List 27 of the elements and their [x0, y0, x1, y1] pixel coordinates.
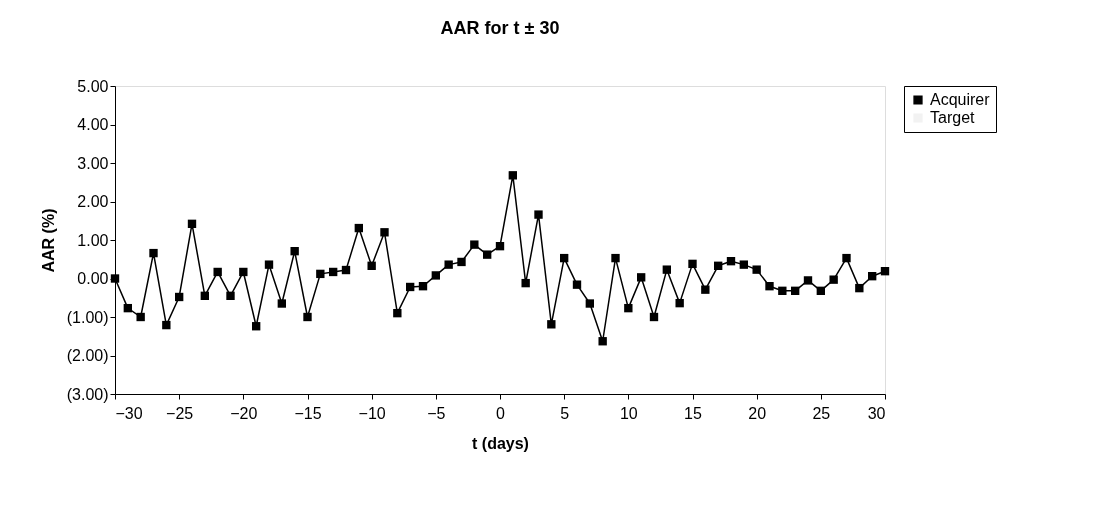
- x-axis-title: t (days): [472, 434, 529, 452]
- y-tick-label: 1.00: [77, 231, 109, 249]
- x-tick-label: 5: [560, 404, 570, 422]
- x-tick-label: 20: [748, 404, 767, 422]
- y-tick-label: 3.00: [77, 154, 109, 172]
- y-tick-label: 4.00: [77, 116, 109, 133]
- x-tick-label: −25: [166, 404, 194, 422]
- x-tick-label: −5: [427, 404, 446, 422]
- y-tick-label: (1.00): [66, 308, 109, 326]
- x-tick-label: −30: [115, 404, 143, 422]
- y-tick-label: 2.00: [77, 193, 109, 210]
- legend-label: Target: [930, 109, 976, 126]
- legend-label: Acquirer: [930, 91, 991, 108]
- x-tick-label: −10: [358, 404, 386, 422]
- x-tick-label: 15: [684, 404, 702, 422]
- y-axis-title: AAR (%): [39, 208, 57, 273]
- x-tick-label: 10: [619, 404, 638, 422]
- x-tick-label: 30: [867, 404, 886, 422]
- y-tick-label: 5.00: [77, 77, 109, 95]
- x-tick-label: −15: [294, 404, 322, 422]
- y-tick-label: (2.00): [66, 347, 109, 364]
- y-tick-label: (3.00): [66, 385, 109, 403]
- x-tick-label: −20: [230, 404, 258, 422]
- x-tick-label: 25: [812, 404, 831, 422]
- y-tick-label: 0.00: [77, 270, 109, 287]
- x-tick-label: 0: [496, 404, 506, 422]
- chart-title: AAR for t ± 30: [440, 18, 560, 38]
